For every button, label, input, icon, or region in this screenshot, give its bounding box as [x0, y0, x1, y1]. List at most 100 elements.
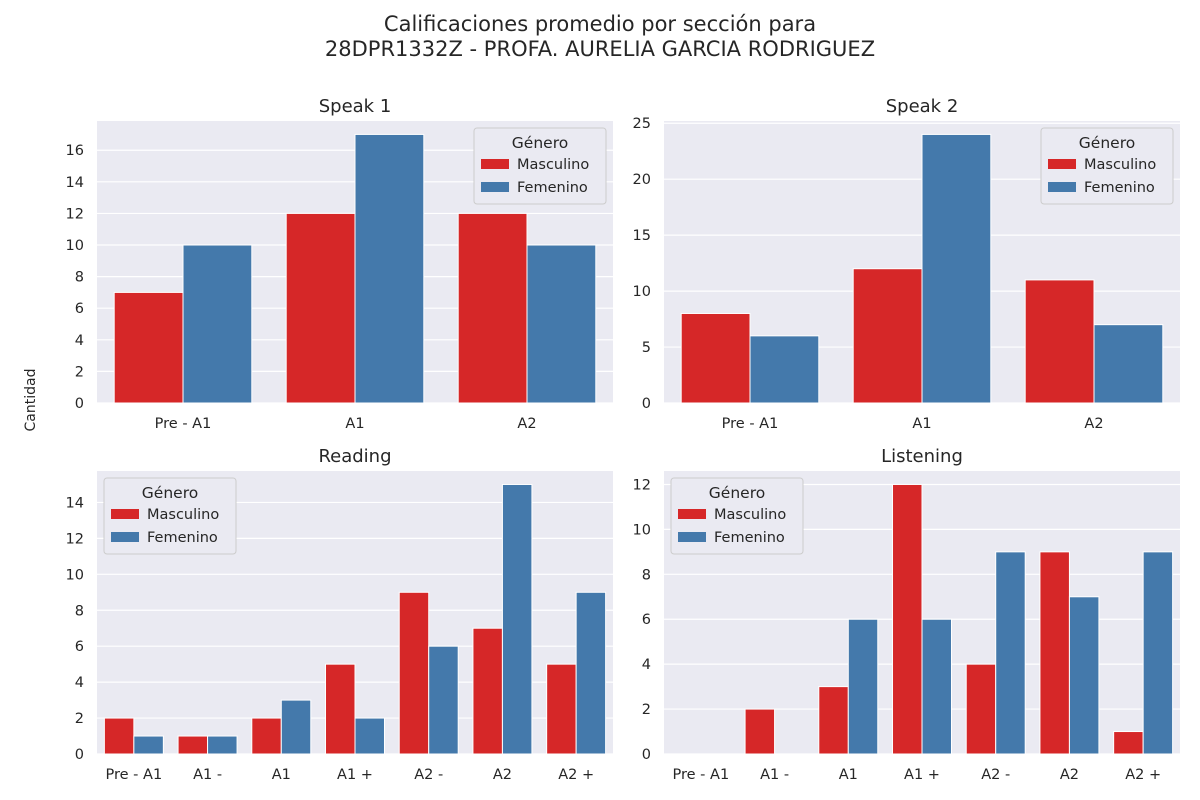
bar-masculino-a1	[818, 686, 849, 755]
bar-masculino-a1	[177, 735, 209, 755]
y-tick-label: 2	[642, 702, 651, 718]
bar-femenino-pre-a1	[749, 335, 820, 404]
bar-femenino-a1	[847, 618, 879, 755]
x-tick-label: A2 +	[1125, 767, 1161, 783]
bar-femenino-a1	[207, 735, 238, 755]
legend-label-masculino: Masculino	[1084, 157, 1156, 173]
bar-femenino-a1	[280, 699, 312, 755]
y-tick-label: 15	[633, 228, 651, 244]
bar-femenino-a2	[995, 551, 1026, 755]
bar-femenino-pre-a1	[133, 735, 164, 755]
y-tick-label: 16	[66, 143, 84, 159]
x-tick-label: A1 -	[193, 767, 222, 783]
bar-femenino-a2	[428, 645, 459, 755]
x-tick-label: Pre - A1	[673, 767, 730, 783]
x-tick-label: A2 -	[981, 767, 1010, 783]
y-tick-label: 4	[75, 333, 84, 349]
bar-femenino-a2	[1142, 551, 1174, 755]
x-tick-label: A1	[345, 416, 364, 432]
legend-swatch-femenino	[678, 532, 706, 542]
legend: Género Masculino Femenino	[670, 477, 804, 555]
x-tick-label: Pre - A1	[155, 416, 212, 432]
y-tick-label: 0	[75, 747, 84, 763]
x-tick-label: A1	[272, 767, 291, 783]
x-tick-label: Pre - A1	[106, 767, 163, 783]
x-tick-label: A2 +	[558, 767, 594, 783]
y-tick-label: 2	[75, 364, 84, 380]
y-tick-label: 0	[642, 747, 651, 763]
legend-swatch-masculino	[111, 509, 139, 519]
legend-label-masculino: Masculino	[714, 507, 786, 523]
x-tick-label: A1 +	[904, 767, 940, 783]
panel-listening: 0 2 4 6 8 10 12 Pre - A1 A1 - A1 A1 + A2 - A2 A2 + Lis…	[633, 446, 1180, 783]
bar-masculino-a2	[472, 627, 503, 755]
legend-swatch-masculino	[1048, 159, 1076, 169]
x-tick-label: A2	[493, 767, 512, 783]
legend-swatch-femenino	[111, 532, 139, 542]
bar-femenino-a1	[354, 133, 425, 404]
y-tick-label: 25	[633, 116, 651, 132]
bar-masculino-pre-a1	[103, 717, 135, 755]
bar-femenino-a2	[1093, 324, 1164, 404]
panel-reading: 0 2 4 6 8 10 12 14 Pre - A1 A1 - A1 A1 + A2 - A2 A2 + R…	[66, 446, 613, 783]
legend: Género Masculino Femenino	[473, 127, 607, 205]
figure-title: Calificaciones promedio por sección para…	[0, 12, 1200, 62]
figure-title-line-1: Calificaciones promedio por sección para	[383, 12, 817, 36]
bar-masculino-a1	[325, 663, 356, 755]
bar-masculino-a1	[744, 708, 776, 755]
x-tick-label: A2	[1084, 416, 1103, 432]
bar-masculino-a1	[251, 717, 282, 755]
y-tick-label: 6	[75, 639, 84, 655]
panel-title: Speak 1	[319, 96, 392, 117]
panel-title: Speak 2	[886, 96, 959, 117]
figure-title-line-2: 28DPR1332Z - PROFA. AURELIA GARCIA RODRI…	[324, 37, 876, 61]
legend-title: Género	[1079, 134, 1135, 152]
bar-femenino-a2	[501, 483, 533, 755]
legend-swatch-masculino	[678, 509, 706, 519]
legend-title: Género	[142, 484, 198, 502]
x-tick-label: A1	[839, 767, 858, 783]
bar-masculino-a1	[892, 483, 923, 755]
panel-title: Listening	[881, 446, 963, 467]
y-tick-label: 12	[66, 206, 84, 222]
legend-title: Género	[709, 484, 765, 502]
y-tick-label: 10	[66, 238, 84, 254]
y-tick-label: 10	[66, 567, 84, 583]
y-tick-label: 10	[633, 284, 651, 300]
legend: Género Masculino Femenino	[1040, 127, 1174, 205]
x-tick-label: A2	[1060, 767, 1079, 783]
legend: Género Masculino Femenino	[103, 477, 237, 555]
y-tick-label: 0	[642, 396, 651, 412]
y-tick-label: 6	[75, 301, 84, 317]
legend-label-masculino: Masculino	[147, 507, 219, 523]
bar-masculino-a2	[457, 212, 528, 404]
bar-femenino-a1	[921, 618, 952, 755]
legend-label-femenino: Femenino	[714, 530, 785, 546]
legend-label-masculino: Masculino	[517, 157, 589, 173]
legend-label-femenino: Femenino	[147, 530, 218, 546]
bar-masculino-a2	[1113, 731, 1144, 755]
bar-femenino-a2	[526, 244, 597, 404]
legend-title: Género	[512, 134, 568, 152]
y-tick-label: 4	[75, 675, 84, 691]
bar-femenino-a2	[1068, 596, 1100, 755]
legend-label-femenino: Femenino	[1084, 180, 1155, 196]
x-tick-label: A1	[912, 416, 931, 432]
legend-swatch-femenino	[481, 182, 509, 192]
panel-speak-2: 0 5 10 15 20 25 Pre - A1 A1 A2 Speak 2 Género Mascu…	[633, 96, 1180, 432]
bar-femenino-a1	[354, 717, 385, 755]
legend-swatch-femenino	[1048, 182, 1076, 192]
bar-masculino-a2	[546, 663, 577, 755]
panel-title: Reading	[318, 446, 391, 467]
y-tick-label: 5	[642, 340, 651, 356]
bar-femenino-a1	[921, 133, 992, 404]
x-tick-label: A1 +	[337, 767, 373, 783]
y-tick-label: 8	[642, 567, 651, 583]
y-tick-label: 20	[633, 172, 651, 188]
y-tick-label: 10	[633, 522, 651, 538]
y-tick-label: 12	[66, 531, 84, 547]
legend-label-femenino: Femenino	[517, 180, 588, 196]
bar-masculino-a2	[1024, 279, 1095, 404]
x-tick-label: A1 -	[760, 767, 789, 783]
